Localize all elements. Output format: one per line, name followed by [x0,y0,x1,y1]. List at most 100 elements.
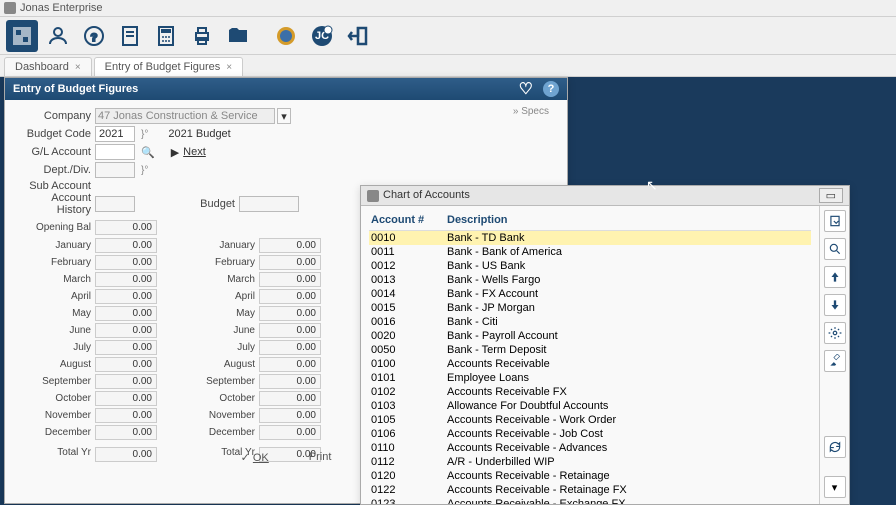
month-value[interactable]: 0.00 [95,374,157,389]
chart-list-row[interactable]: 0106Accounts Receivable - Job Cost [369,427,811,441]
dept-div-icon[interactable]: }° [141,165,148,176]
tab-entry-budget[interactable]: Entry of Budget Figures × [94,57,243,76]
gl-account-lookup-icon[interactable]: 🔍 [141,146,155,159]
tab-dashboard[interactable]: Dashboard × [4,57,92,76]
chart-list-row[interactable]: 0012Bank - US Bank [369,259,811,273]
side-up-icon[interactable] [824,266,846,288]
close-icon[interactable]: × [75,62,81,73]
month-value[interactable]: 0.00 [259,289,321,304]
nav-home-button[interactable] [6,20,38,52]
month-value[interactable]: 0.00 [259,391,321,406]
account-number: 0015 [371,302,447,314]
budget-code-icon[interactable]: }° [141,129,148,140]
month-row: January0.00 [17,237,157,253]
chart-list-row[interactable]: 0103Allowance For Doubtful Accounts [369,399,811,413]
side-pin-icon[interactable] [824,350,846,372]
chart-close-icon[interactable]: ▭ [819,188,843,203]
month-value[interactable]: 0.00 [259,408,321,423]
month-value[interactable]: 0.00 [259,323,321,338]
budget-field-label: Budget [175,198,239,210]
specs-link[interactable]: » Specs [513,106,549,117]
chart-list-row[interactable]: 0105Accounts Receivable - Work Order [369,413,811,427]
month-value[interactable]: 0.00 [95,391,157,406]
account-number: 0011 [371,246,447,258]
chart-list-row[interactable]: 0016Bank - Citi [369,315,811,329]
document-button[interactable] [114,20,146,52]
exit-button[interactable] [342,20,374,52]
month-label: March [17,274,95,285]
month-value[interactable]: 0.00 [95,306,157,321]
month-value[interactable]: 0.00 [95,425,157,440]
jc-button[interactable]: JC [306,20,338,52]
month-row: March0.00 [17,271,157,287]
company-lookup-icon[interactable]: ▾ [277,108,291,124]
chart-list-row[interactable]: 0014Bank - FX Account [369,287,811,301]
side-dropdown-icon[interactable]: ▾ [824,476,846,498]
chart-list-row[interactable]: 0020Bank - Payroll Account [369,329,811,343]
chart-list-row[interactable]: 0122Accounts Receivable - Retainage FX [369,483,811,497]
help-icon[interactable]: ? [543,81,559,97]
gl-account-input[interactable] [95,144,135,160]
chart-list-row[interactable]: 0101Employee Loans [369,371,811,385]
globe-button[interactable] [270,20,302,52]
close-icon[interactable]: × [226,62,232,73]
ok-button[interactable]: ✓ OK [241,451,269,464]
side-refresh-icon[interactable] [824,436,846,458]
month-value[interactable]: 0.00 [259,238,321,253]
help-button[interactable]: ? [78,20,110,52]
month-value[interactable]: 0.00 [259,272,321,287]
month-value[interactable]: 0.00 [259,340,321,355]
chart-list-row[interactable]: 0123Accounts Receivable - Exchange FX [369,497,811,504]
budget-code-input[interactable] [95,126,135,142]
side-doc-icon[interactable] [824,210,846,232]
month-value[interactable]: 0.00 [259,374,321,389]
month-label: January [17,240,95,251]
month-value[interactable]: 0.00 [95,255,157,270]
calculator-button[interactable] [150,20,182,52]
month-value[interactable]: 0.00 [259,357,321,372]
chart-list-row[interactable]: 0010Bank - TD Bank [369,231,811,245]
chart-list[interactable]: Account # Description 0010Bank - TD Bank… [361,206,819,504]
month-value[interactable]: 0.00 [95,408,157,423]
month-label: September [197,376,259,387]
month-value[interactable]: 0.00 [95,272,157,287]
chart-list-row[interactable]: 0011Bank - Bank of America [369,245,811,259]
chart-list-row[interactable]: 0013Bank - Wells Fargo [369,273,811,287]
month-value[interactable]: 0.00 [259,425,321,440]
side-settings-icon[interactable] [824,322,846,344]
month-value[interactable]: 0.00 [95,323,157,338]
sub-account-label: Sub Account [17,180,95,192]
account-description: Bank - JP Morgan [447,302,535,314]
account-history-input[interactable] [95,196,135,212]
chart-list-row[interactable]: 0102Accounts Receivable FX [369,385,811,399]
chart-list-row[interactable]: 0120Accounts Receivable - Retainage [369,469,811,483]
favorite-icon[interactable]: ♡ [519,79,533,99]
gl-account-label: G/L Account [17,146,95,158]
printer-button[interactable] [186,20,218,52]
next-button[interactable]: ▶ Next [171,146,206,159]
month-value[interactable]: 0.00 [95,289,157,304]
account-number: 0103 [371,400,447,412]
month-value[interactable]: 0.00 [95,238,157,253]
print-button[interactable]: Print [309,451,332,464]
user-button[interactable] [42,20,74,52]
month-value[interactable]: 0.00 [95,340,157,355]
budget-field-input[interactable] [239,196,299,212]
month-value[interactable]: 0.00 [95,357,157,372]
chart-list-row[interactable]: 0015Bank - JP Morgan [369,301,811,315]
side-down-icon[interactable] [824,294,846,316]
month-value[interactable]: 0.00 [259,306,321,321]
month-label: July [17,342,95,353]
dept-div-input[interactable] [95,162,135,178]
company-select[interactable]: 47 Jonas Construction & Service [95,108,275,124]
month-value[interactable]: 0.00 [259,255,321,270]
month-row: August0.00 [197,356,321,372]
chart-list-row[interactable]: 0050Bank - Term Deposit [369,343,811,357]
chart-list-row[interactable]: 0100Accounts Receivable [369,357,811,371]
chart-list-row[interactable]: 0110Accounts Receivable - Advances [369,441,811,455]
side-search-icon[interactable] [824,238,846,260]
opening-bal-value[interactable]: 0.00 [95,220,157,235]
folder-button[interactable] [222,20,254,52]
chart-of-accounts-window: Chart of Accounts ▭ Account # Descriptio… [360,185,850,505]
chart-list-row[interactable]: 0112A/R - Underbilled WIP [369,455,811,469]
